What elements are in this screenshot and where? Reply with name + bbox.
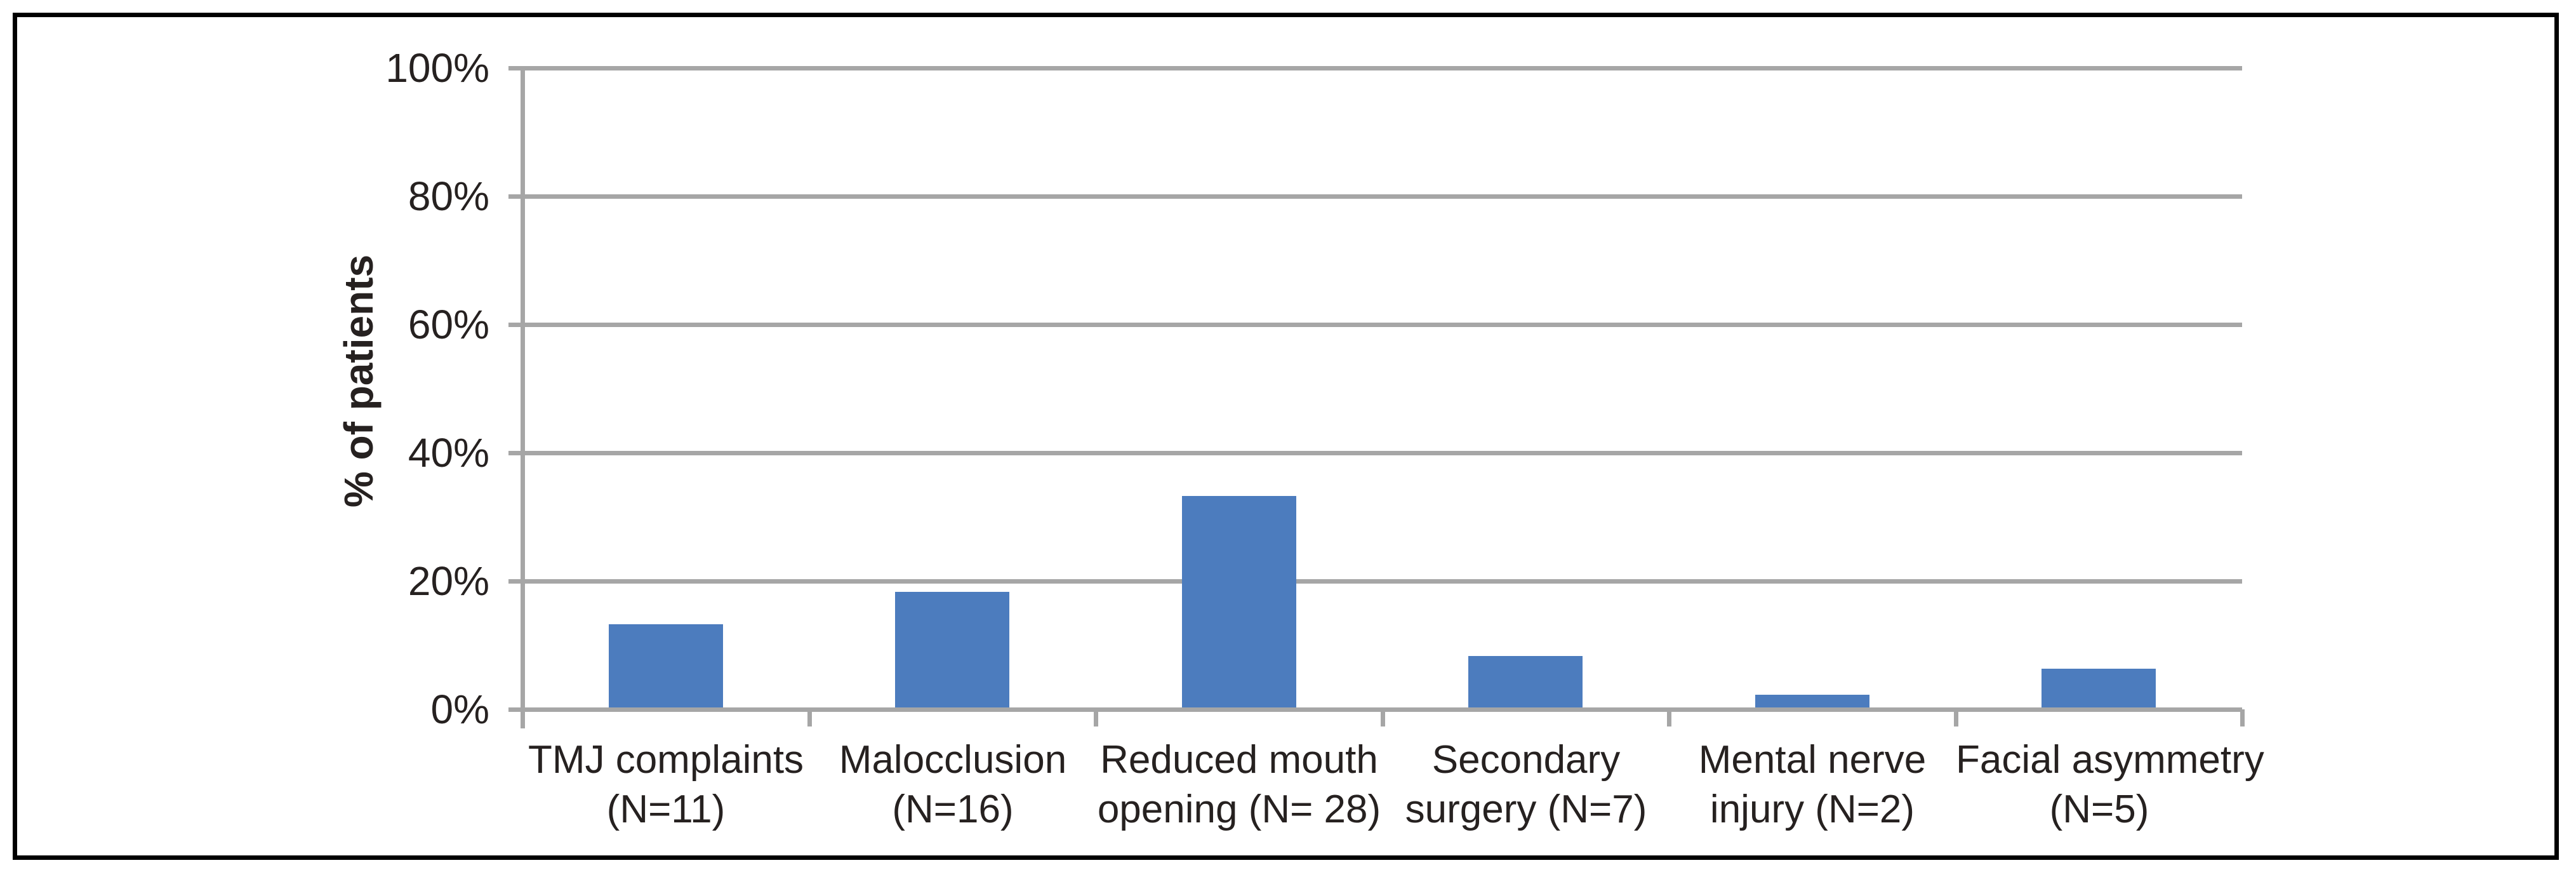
x-category-label-line: Malocclusion [839, 738, 1067, 782]
figure-border: 0% 20% 40% 60% 80% 100% TMJ complaints (N=11) Ma… [13, 13, 2559, 860]
gridline-60 [508, 323, 2242, 327]
gridline-100 [508, 66, 2242, 70]
gridline-80 [508, 194, 2242, 199]
x-category-label-facial-asymmetry-n-5: Facial asymmetry (N=5) [1956, 735, 2264, 834]
y-tick-label-80: 80% [408, 173, 489, 219]
x-category-label-line: opening (N= 28) [1097, 787, 1381, 831]
y-tick-label-0: 0% [430, 686, 490, 732]
x-category-label-line: Reduced mouth [1100, 738, 1378, 782]
x-axis-tick [1094, 709, 1098, 726]
bar-tmj-complaints-n-11 [609, 624, 723, 707]
x-category-label-line: TMJ complaints [528, 738, 804, 782]
x-category-label-line: surgery (N=7) [1405, 787, 1647, 831]
x-axis-tick [807, 709, 812, 726]
y-tick-label-100: 100% [385, 45, 489, 91]
plot-area: 0% 20% 40% 60% 80% 100% TMJ complaints (N=11) Ma… [17, 17, 2554, 855]
y-tick-label-20: 20% [408, 558, 489, 604]
gridline-20 [508, 579, 2242, 584]
bar-reduced-mouth-opening-n-28 [1182, 496, 1296, 707]
gridline-40 [508, 451, 2242, 455]
x-category-label-line: Facial asymmetry [1956, 738, 2264, 782]
x-axis-tick [1381, 709, 1385, 726]
bar-secondary-surgery-n-7 [1468, 656, 1583, 707]
x-category-label-line: Mental nerve [1698, 738, 1927, 782]
x-category-label-malocclusion-n-16: Malocclusion (N=16) [809, 735, 1096, 834]
x-category-label-line: Secondary [1431, 738, 1621, 782]
x-axis-tick [2240, 709, 2245, 726]
x-category-label-line: (N=16) [892, 787, 1014, 831]
x-axis-tick [1667, 709, 1671, 726]
x-category-label-reduced-mouth-opening-n-28: Reduced mouth opening (N= 28) [1096, 735, 1383, 834]
y-axis-title-text: % of patients [336, 254, 382, 508]
x-axis-tick [1954, 709, 1958, 726]
bar-mental-nerve-injury-n-2 [1755, 695, 1869, 707]
x-category-label-line: (N=11) [606, 787, 726, 831]
y-tick-label-40: 40% [408, 430, 489, 476]
x-category-label-mental-nerve-injury-n-2: Mental nerve injury (N=2) [1669, 735, 1956, 834]
bar-malocclusion-n-16 [895, 592, 1009, 707]
x-category-label-line: (N=5) [2049, 787, 2149, 831]
y-axis-line [521, 68, 525, 728]
y-tick-label-60: 60% [408, 302, 489, 347]
x-category-label-tmj-complaints-n-11: TMJ complaints (N=11) [522, 735, 809, 834]
x-category-label-line: injury (N=2) [1710, 787, 1915, 831]
x-category-label-secondary-surgery-n-7: Secondary surgery (N=7) [1383, 735, 1670, 834]
x-axis-line [508, 707, 2242, 712]
bar-facial-asymmetry-n-5 [2042, 669, 2156, 707]
